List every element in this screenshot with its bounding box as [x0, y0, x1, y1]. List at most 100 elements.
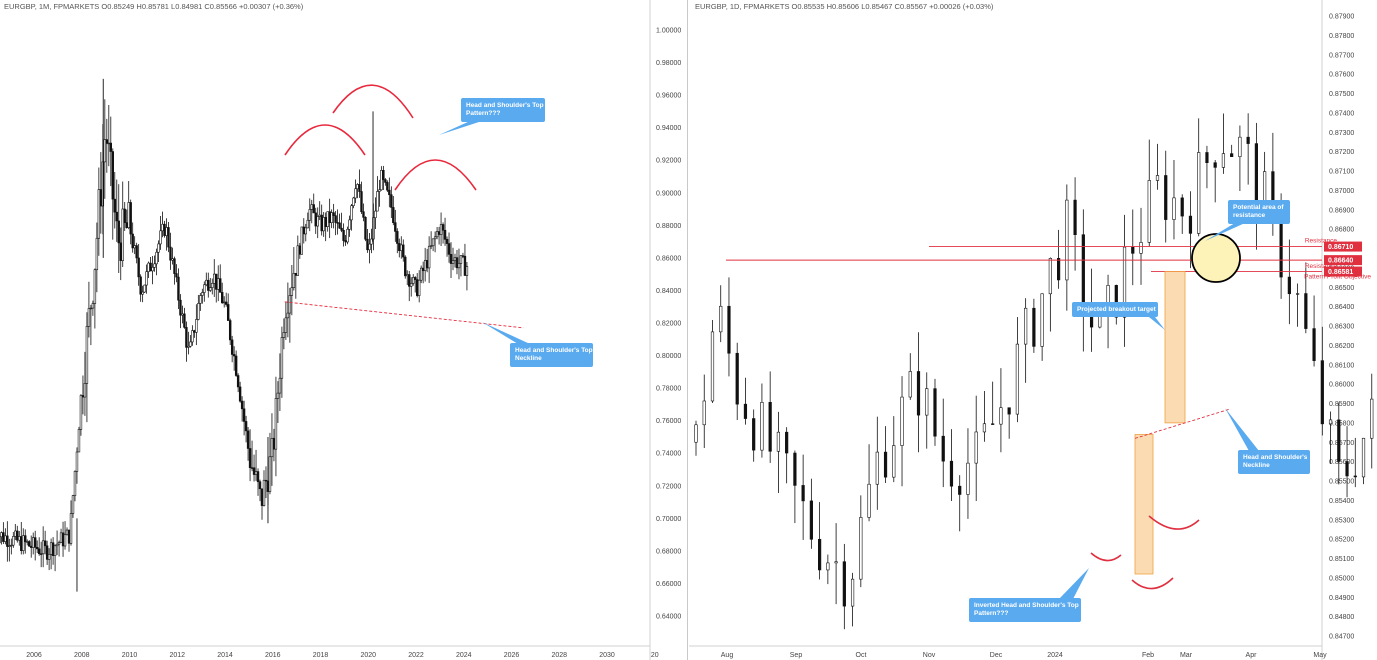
candle — [89, 304, 93, 346]
candle-body — [145, 271, 148, 286]
candle — [296, 235, 300, 276]
candle — [1048, 257, 1052, 332]
candle-body — [165, 227, 168, 236]
candle — [768, 371, 772, 463]
candle-body — [382, 170, 385, 180]
candle-body — [115, 211, 118, 222]
candle-body — [344, 240, 347, 243]
candle — [153, 255, 156, 272]
x-axis: Aug Sep Oct Nov Dec 2024 Feb Mar Apr May — [689, 645, 1327, 659]
candle-body — [1040, 293, 1044, 347]
candle-body — [93, 269, 97, 304]
candle — [443, 217, 447, 246]
candle-body — [262, 479, 266, 506]
candle — [278, 353, 282, 411]
monthly-chart[interactable]: EURGBP, 1M, FPMARKETS O0.85249 H0.85781 … — [0, 0, 688, 660]
candle-body — [447, 243, 451, 255]
candle — [1007, 407, 1011, 439]
annotations: Resistance Resistance Pattern Profit Objec… — [726, 200, 1371, 622]
candle-body — [163, 223, 166, 236]
candle-body — [370, 238, 373, 245]
candle — [1131, 209, 1135, 286]
candle-body — [238, 386, 242, 402]
candle — [209, 277, 212, 292]
candle-body — [421, 267, 425, 272]
candle — [61, 521, 65, 557]
candle — [388, 177, 391, 208]
candle-body — [129, 202, 132, 235]
candle — [702, 374, 706, 448]
candle — [1230, 144, 1234, 157]
daily-chart[interactable]: EURGBP, 1D, FPMARKETS O0.85535 H0.85606 … — [689, 0, 1377, 660]
candle — [445, 236, 449, 257]
candle — [336, 209, 339, 235]
y-tick-label: 0.84700 — [1329, 634, 1354, 641]
x-tick-label: Feb — [1142, 652, 1154, 659]
candle — [925, 372, 929, 449]
candle — [187, 331, 190, 355]
candle — [425, 248, 429, 273]
candle — [145, 264, 148, 294]
candle-body — [125, 222, 128, 228]
candle-body — [91, 303, 95, 309]
candle-body — [207, 279, 210, 291]
candle-body — [159, 230, 162, 245]
candle — [226, 293, 230, 321]
candle — [366, 228, 369, 253]
monthly-chart-panel[interactable]: EURGBP, 1M, FPMARKETS O0.85249 H0.85781 … — [0, 0, 688, 660]
candle-body — [288, 295, 292, 314]
candle — [378, 179, 381, 207]
candle — [219, 264, 222, 293]
candle — [159, 215, 162, 250]
candle-body — [32, 537, 35, 548]
candle — [883, 426, 888, 484]
candle — [201, 288, 204, 304]
candle-body — [217, 278, 220, 290]
candle-body — [883, 451, 888, 478]
candle — [916, 332, 921, 453]
candle-body — [123, 208, 126, 223]
candle-body — [348, 219, 351, 230]
candle-body — [818, 538, 822, 571]
candle-body — [398, 243, 401, 251]
callout-text: Head and Shoulder's Neckline — [1243, 454, 1308, 469]
candle-body — [1114, 285, 1118, 318]
candle-body — [254, 471, 258, 475]
candle-body — [340, 227, 343, 231]
candle-body — [390, 194, 393, 208]
y-tick-label: 0.86100 — [1329, 362, 1354, 369]
candle-body — [197, 303, 200, 320]
candle-body — [45, 545, 49, 560]
candle — [417, 270, 421, 303]
candle-body — [793, 452, 797, 486]
potential-resistance-callout: Potential area of resistance — [1205, 200, 1290, 241]
candle — [982, 391, 987, 442]
candle — [455, 250, 459, 275]
candle — [1287, 239, 1291, 325]
candle — [342, 223, 345, 247]
candle-body — [322, 217, 325, 232]
candle-body — [850, 578, 855, 607]
candle — [183, 307, 186, 329]
candle-body — [135, 245, 138, 259]
daily-chart-panel[interactable]: EURGBP, 1D, FPMARKETS O0.85535 H0.85606 … — [689, 0, 1377, 660]
candle — [441, 222, 445, 244]
candle — [248, 429, 252, 482]
candle — [1238, 125, 1242, 192]
candle-body — [286, 312, 290, 319]
candle-body — [386, 182, 389, 191]
y-axis: 1.00000 0.98000 0.96000 0.94000 0.92000 0.900… — [649, 0, 681, 660]
candle — [1312, 295, 1316, 367]
candle-body — [1287, 276, 1291, 295]
candle — [958, 475, 962, 532]
candle — [234, 350, 238, 377]
candle — [435, 227, 439, 240]
candle — [177, 268, 180, 310]
candle — [949, 429, 954, 502]
candle — [49, 538, 53, 570]
candle-body — [67, 529, 71, 544]
x-axis: 2006 2008 2010 2012 2014 2016 2018 2020 2022 2024… — [0, 645, 659, 659]
candle — [801, 454, 805, 540]
y-tick-label: 0.87500 — [1329, 91, 1354, 98]
candle — [437, 226, 441, 245]
